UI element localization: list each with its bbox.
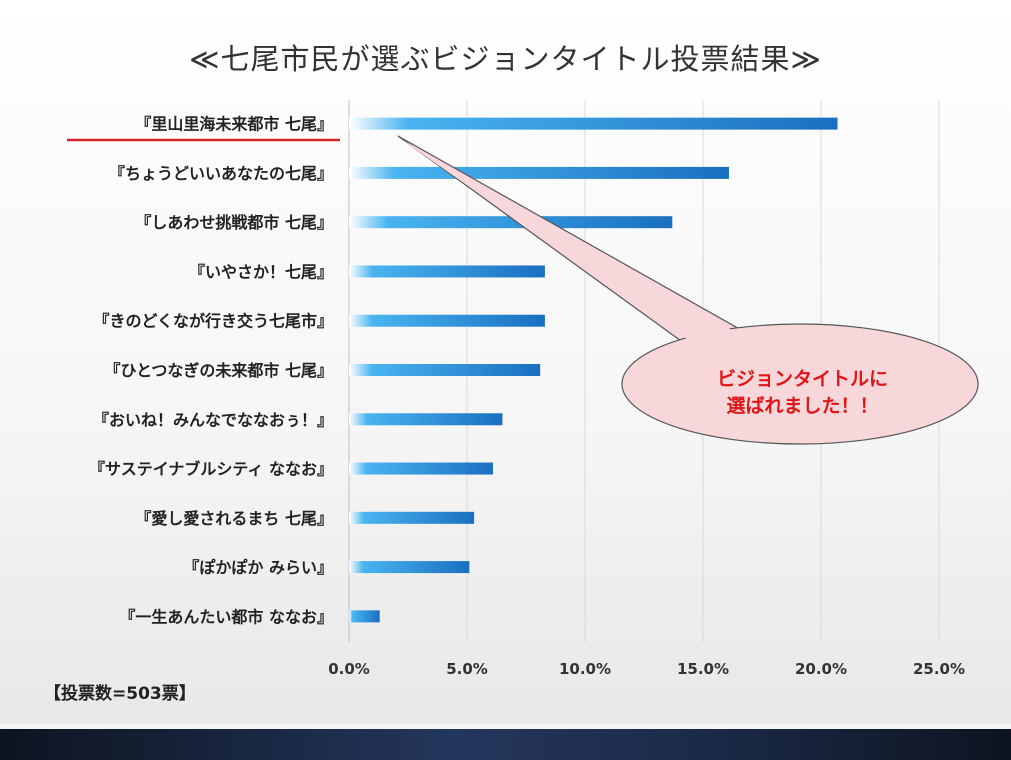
footer-band (0, 724, 1011, 760)
category-label: 『おいね！みんなでななおぅ！』 (93, 410, 333, 429)
category-label: 『いやさか！七尾』 (189, 262, 333, 281)
bars (349, 117, 838, 623)
callout-text: ビジョンタイトルに 選ばれました！！ (630, 366, 975, 420)
category-label: 『愛し愛されるまち 七尾』 (135, 509, 333, 528)
callout-ellipse (621, 323, 979, 445)
bar (349, 610, 380, 623)
bar (349, 462, 493, 475)
bar (349, 364, 541, 376)
category-labels: 『里山里海未来都市 七尾』『ちょうどいいあなたの七尾』『しあわせ挑戦都市 七尾』… (89, 115, 333, 627)
bar (349, 117, 838, 130)
x-tick-label: 20.0% (795, 660, 847, 678)
category-label: 『一生あんたい都市 ななお』 (119, 607, 333, 626)
bar (349, 216, 673, 229)
x-tick-label: 10.0% (559, 660, 611, 678)
bar (349, 265, 545, 278)
vote-count-label: 【投票数=503票】 (44, 684, 196, 704)
bar (349, 511, 475, 524)
bar (349, 413, 503, 426)
category-label: 『きのどくなが行き交う七尾市』 (93, 312, 333, 331)
chart-title: ≪七尾市民が選ぶビジョンタイトル投票結果≫ (189, 42, 822, 76)
callout-bubble (397, 135, 979, 445)
bar (349, 561, 470, 574)
x-tick-label: 25.0% (913, 660, 965, 678)
category-label: 『里山里海未来都市 七尾』 (135, 115, 333, 134)
category-label: 『サステイナブルシティ ななお』 (89, 460, 333, 479)
category-label: 『しあわせ挑戦都市 七尾』 (135, 213, 333, 232)
category-label: 『ひとつなぎの未来都市 七尾』 (105, 361, 333, 380)
bar (349, 314, 545, 327)
bar-chart: 『里山里海未来都市 七尾』『ちょうどいいあなたの七尾』『しあわせ挑戦都市 七尾』… (67, 100, 979, 678)
x-tick-label: 0.0% (328, 660, 370, 678)
x-tick-labels: 0.0% 5.0% 10.0% 15.0% 20.0% 25.0% (328, 660, 965, 678)
category-label: 『ちょうどいいあなたの七尾』 (109, 164, 333, 183)
category-label: 『ぽかぽか みらい』 (183, 558, 333, 577)
x-tick-label: 5.0% (446, 660, 488, 678)
x-tick-label: 15.0% (677, 660, 729, 678)
callout-line-1: ビジョンタイトルに (716, 368, 888, 390)
callout-line-2: 選ばれました！！ (726, 395, 879, 417)
bar (349, 166, 729, 179)
